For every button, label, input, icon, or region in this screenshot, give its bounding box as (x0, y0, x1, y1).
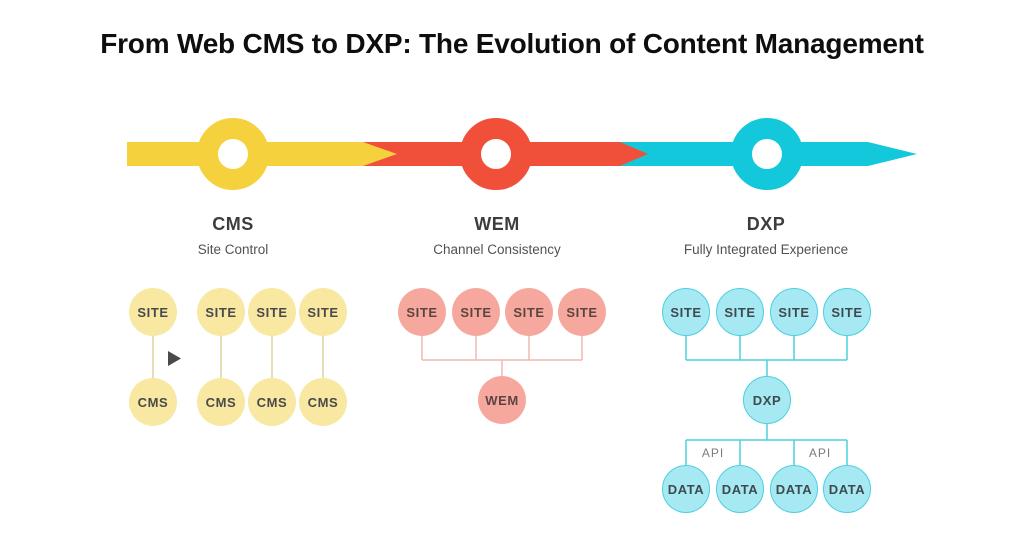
dxp-hub-node: DXP (743, 376, 791, 424)
arrowhead-icon (363, 142, 397, 166)
cms-connector-lines (152, 336, 324, 379)
wem-site-node: SITE (452, 288, 500, 336)
dxp-data-node: DATA (823, 465, 871, 513)
dxp-milestone-ring (731, 118, 803, 190)
wem-site-node: SITE (558, 288, 606, 336)
dxp-data-node: DATA (662, 465, 710, 513)
cms-milestone-ring (197, 118, 269, 190)
stage-subtitle: Site Control (197, 242, 269, 257)
stage-subtitle: Fully Integrated Experience (683, 242, 849, 257)
api-label: API (808, 446, 832, 460)
cms-hub-node: CMS (129, 378, 177, 426)
wem-connector-lines (421, 336, 583, 377)
cms-hub-node: CMS (248, 378, 296, 426)
stage-subtitle: Channel Consistency (433, 242, 561, 257)
timeline-segment-cms (127, 142, 363, 166)
dxp-site-node: SITE (823, 288, 871, 336)
timeline-segment-wem (361, 142, 620, 166)
dxp-data-node: DATA (770, 465, 818, 513)
timeline-milestones (197, 118, 803, 190)
timeline-segment-dxp (618, 142, 868, 166)
page-title: From Web CMS to DXP: The Evolution of Co… (100, 28, 924, 59)
wem-hub-node: WEM (478, 376, 526, 424)
cms-site-node: SITE (197, 288, 245, 336)
stage-label-wem: WEM Channel Consistency (377, 214, 617, 257)
arrowhead-icon (868, 142, 917, 166)
cms-site-node: SITE (299, 288, 347, 336)
cms-hub-node: CMS (197, 378, 245, 426)
arrowhead-icon (620, 142, 648, 166)
api-label: API (701, 446, 725, 460)
play-triangle-icon (168, 351, 181, 366)
dxp-site-node: SITE (662, 288, 710, 336)
stage-name: WEM (474, 214, 520, 234)
dxp-site-node: SITE (716, 288, 764, 336)
cms-hub-node: CMS (299, 378, 347, 426)
cms-site-node: SITE (248, 288, 296, 336)
wem-site-node: SITE (505, 288, 553, 336)
stage-label-dxp: DXP Fully Integrated Experience (646, 214, 886, 257)
wem-milestone-ring (460, 118, 532, 190)
cms-site-node: SITE (129, 288, 177, 336)
wem-site-node: SITE (398, 288, 446, 336)
stage-name: CMS (212, 214, 254, 234)
dxp-data-node: DATA (716, 465, 764, 513)
stage-label-cms: CMS Site Control (113, 214, 353, 257)
dxp-site-node: SITE (770, 288, 818, 336)
timeline-band (127, 142, 917, 166)
stage-name: DXP (746, 214, 786, 234)
